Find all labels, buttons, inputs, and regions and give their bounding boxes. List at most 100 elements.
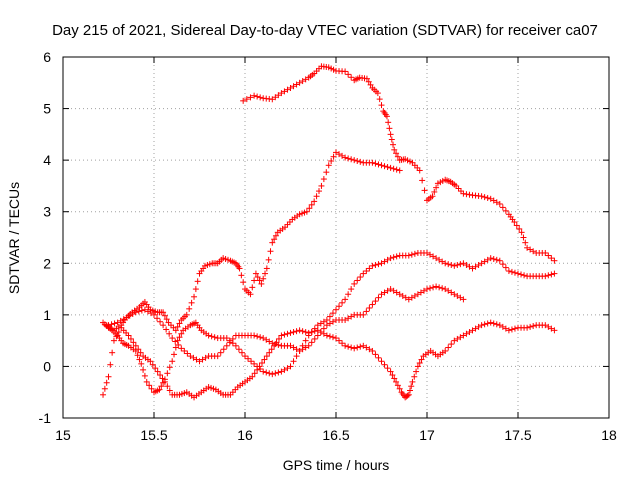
data-point [272,232,279,239]
data-point [281,366,288,373]
data-point [484,194,491,201]
data-point [308,329,315,336]
data-point [460,296,467,303]
data-point [502,207,509,214]
data-point [293,353,300,360]
data-point [502,264,509,271]
data-point [141,372,148,379]
data-point [178,330,185,337]
data-point [308,339,315,346]
data-point [372,262,379,269]
data-point [254,366,261,373]
data-point [513,222,520,229]
data-point [386,125,393,132]
data-point [372,351,379,358]
data-point [314,322,321,329]
data-point [260,368,267,375]
data-point [365,78,372,85]
data-point [336,337,343,344]
data-point [159,375,166,382]
data-point [140,366,147,373]
data-point [287,342,294,349]
data-point [387,255,394,262]
data-point [367,81,374,88]
data-point [127,335,134,342]
data-point [345,71,352,78]
data-point [408,294,415,301]
data-point [105,322,112,329]
data-point [436,284,443,291]
data-point [240,97,247,104]
data-point [378,358,385,365]
data-point [520,234,527,241]
data-point [109,349,116,356]
data-point [266,349,273,356]
data-point [372,298,379,305]
data-point [518,271,525,278]
data-point [144,308,151,315]
data-point [141,306,148,313]
data-point [436,256,443,263]
data-point [263,265,270,272]
data-point [421,187,428,194]
data-point [439,258,446,265]
data-point [493,256,500,263]
data-point [375,354,382,361]
data-point [217,349,224,356]
data-point [176,334,183,341]
data-point [383,113,390,120]
data-point [313,193,320,200]
data-point [551,327,558,334]
data-point [125,332,132,339]
data-point [262,270,269,277]
data-point [320,330,327,337]
data-point [387,368,394,375]
data-point [433,184,440,191]
data-point [293,81,300,88]
data-point [405,296,412,303]
data-point [284,365,291,372]
data-point [132,342,139,349]
data-point [318,182,325,189]
data-point [248,358,255,365]
data-point [163,316,170,323]
data-point [384,256,391,263]
data-point [266,370,273,377]
data-point [378,260,385,267]
data-point [186,305,193,312]
data-point [211,334,218,341]
y-tick-label: 5 [43,101,51,117]
data-point [152,365,159,372]
data-point [284,330,291,337]
data-point [278,90,285,97]
data-point [151,311,157,318]
data-point [399,292,406,299]
data-point [542,273,549,280]
data-point [169,358,176,365]
data-point [302,344,309,351]
data-point [448,262,455,269]
data-point [293,328,300,335]
data-point [273,339,280,346]
data-point [394,382,401,389]
data-point [166,387,173,394]
data-point [176,320,183,327]
data-point [374,90,381,97]
data-point [390,141,397,148]
data-point [266,338,273,345]
data-point [394,153,401,160]
data-point [254,93,261,100]
data-point [548,325,555,332]
data-point [336,151,343,158]
data-point [271,236,278,243]
data-point [499,261,506,268]
data-point [290,329,297,336]
data-point [490,255,497,262]
data-point [348,156,355,163]
data-point [391,375,398,382]
data-point [387,286,394,293]
data-point [360,270,367,277]
data-point [511,219,518,226]
data-point [205,332,212,339]
